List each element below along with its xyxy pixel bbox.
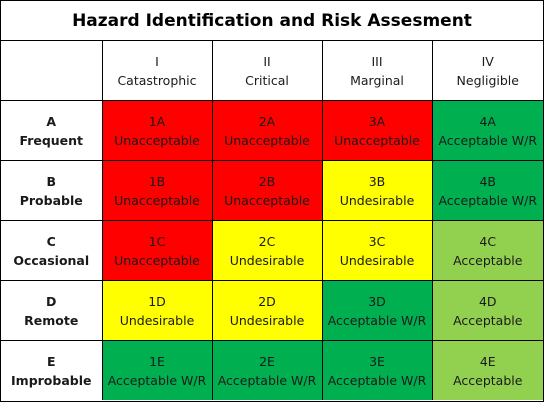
likelihood-label: Probable [19,192,83,208]
severity-label: Marginal [350,72,404,88]
risk-code: 3D [368,293,386,309]
risk-code: 4D [478,293,497,309]
likelihood-row-occasional: C Occasional 1C Unacceptable 2C Undesirable 3C… [1,220,543,281]
severity-header-critical: II Critical [211,41,323,101]
risk-level: Unacceptable [224,132,310,148]
risk-level: Undesirable [339,252,415,268]
risk-level: Acceptable [453,372,523,388]
likelihood-letter: D [46,293,57,309]
risk-cell-4c: 4C Acceptable [431,220,543,281]
likelihood-label: Improbable [11,372,92,388]
risk-code: 1D [148,293,166,309]
risk-level: Acceptable W/R [327,372,427,388]
risk-grid: I Catastrophic II Critical III Marginal IV Negl… [1,41,543,400]
severity-numeral: I [155,53,159,69]
risk-level: Unacceptable [114,192,200,208]
risk-level: Undesirable [119,312,195,328]
risk-code: 3C [368,233,386,249]
risk-cell-2e: 2E Acceptable W/R [211,340,323,400]
risk-cell-3e: 3E Acceptable W/R [321,340,433,400]
risk-cell-1a: 1A Unacceptable [101,100,213,161]
severity-header-negligible: IV Negligible [431,41,543,101]
matrix-title: Hazard Identification and Risk Assesment [1,1,543,41]
likelihood-row-probable: B Probable 1B Unacceptable 2B Unacceptable 3B U… [1,160,543,221]
risk-code: 2E [259,353,275,369]
likelihood-header-frequent: A Frequent [1,100,103,161]
risk-level: Unacceptable [114,132,200,148]
severity-label: Catastrophic [117,72,197,88]
risk-code: 4C [479,233,497,249]
risk-code: 3A [368,113,386,129]
likelihood-label: Occasional [13,252,90,268]
corner-cell [1,41,103,101]
risk-code: 2C [258,233,276,249]
risk-code: 4A [479,113,496,129]
risk-level: Acceptable W/R [438,192,538,208]
risk-cell-1c: 1C Unacceptable [101,220,213,281]
risk-cell-2d: 2D Undesirable [211,280,323,341]
risk-level: Acceptable W/R [438,132,538,148]
risk-code: 3B [368,173,386,189]
risk-code: 1E [149,353,165,369]
likelihood-header-probable: B Probable [1,160,103,221]
risk-cell-3a: 3A Unacceptable [321,100,433,161]
risk-code: 4B [479,173,497,189]
likelihood-letter: B [46,173,57,189]
risk-cell-3b: 3B Undesirable [321,160,433,221]
severity-header-catastrophic: I Catastrophic [101,41,213,101]
likelihood-letter: A [46,113,57,129]
likelihood-label: Remote [24,312,79,328]
severity-header-marginal: III Marginal [321,41,433,101]
risk-cell-1e: 1E Acceptable W/R [101,340,213,400]
risk-cell-4e: 4E Acceptable [431,340,543,400]
risk-level: Unacceptable [114,252,200,268]
risk-cell-4a: 4A Acceptable W/R [431,100,543,161]
risk-level: Acceptable W/R [217,372,317,388]
risk-code: 2A [258,113,276,129]
risk-cell-1b: 1B Unacceptable [101,160,213,221]
severity-label: Critical [245,72,289,88]
risk-level: Acceptable W/R [327,312,427,328]
risk-cell-3d: 3D Acceptable W/R [321,280,433,341]
risk-level: Undesirable [229,252,305,268]
severity-label: Negligible [456,72,519,88]
risk-code: 4E [479,353,496,369]
risk-level: Undesirable [229,312,305,328]
risk-level: Acceptable [453,312,523,328]
risk-level: Acceptable W/R [107,372,207,388]
severity-numeral: IV [481,53,494,69]
likelihood-header-improbable: E Improbable [1,340,103,400]
risk-code: 1C [148,233,166,249]
likelihood-row-remote: D Remote 1D Undesirable 2D Undesirable 3D Accep… [1,280,543,341]
likelihood-header-remote: D Remote [1,280,103,341]
risk-cell-3c: 3C Undesirable [321,220,433,281]
severity-header-row: I Catastrophic II Critical III Marginal IV Negl… [1,41,543,101]
risk-level: Unacceptable [334,132,420,148]
risk-cell-2b: 2B Unacceptable [211,160,323,221]
risk-code: 2B [258,173,276,189]
risk-level: Unacceptable [224,192,310,208]
likelihood-row-improbable: E Improbable 1E Acceptable W/R 2E Acceptable … [1,340,543,400]
likelihood-letter: E [46,353,56,369]
likelihood-letter: C [46,233,56,249]
risk-cell-2c: 2C Undesirable [211,220,323,281]
likelihood-row-frequent: A Frequent 1A Unacceptable 2A Unacceptable 3A U… [1,100,543,161]
risk-code: 1B [148,173,166,189]
risk-level: Acceptable [453,252,523,268]
risk-level: Undesirable [339,192,415,208]
risk-cell-1d: 1D Undesirable [101,280,213,341]
risk-cell-2a: 2A Unacceptable [211,100,323,161]
severity-numeral: III [371,53,383,69]
likelihood-label: Frequent [19,132,84,148]
risk-cell-4b: 4B Acceptable W/R [431,160,543,221]
severity-numeral: II [263,53,271,69]
likelihood-header-occasional: C Occasional [1,220,103,281]
risk-code: 2D [258,293,276,309]
risk-code: 3E [369,353,385,369]
risk-cell-4d: 4D Acceptable [431,280,543,341]
risk-code: 1A [148,113,166,129]
